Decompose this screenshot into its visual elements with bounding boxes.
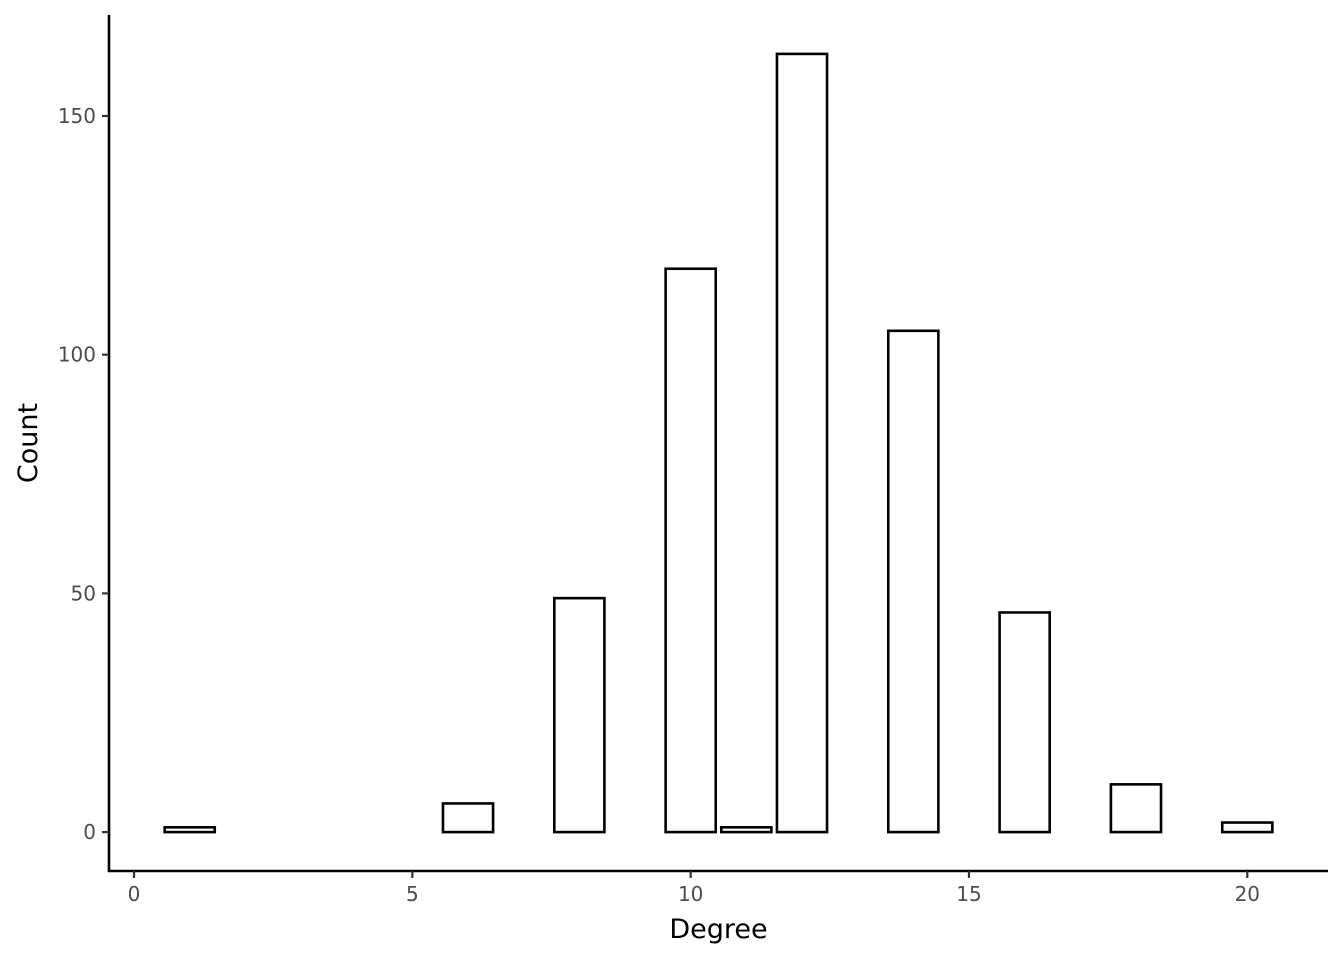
y-tick-label: 0 xyxy=(83,820,96,844)
histogram-bar xyxy=(552,596,606,834)
y-tick-label: 50 xyxy=(71,581,96,605)
x-axis-ticks: 0 5 10 15 20 xyxy=(128,871,1260,906)
histogram-bar xyxy=(1109,783,1163,834)
histogram-bar xyxy=(775,52,829,834)
y-axis-title: Count xyxy=(13,403,44,483)
histogram-bar xyxy=(998,611,1051,834)
histogram-bar xyxy=(441,802,495,834)
histogram-bar xyxy=(163,826,217,834)
y-tick-label: 100 xyxy=(58,343,96,367)
y-tick-label: 150 xyxy=(58,104,96,128)
histogram-bar xyxy=(1220,821,1274,834)
x-axis-title: Degree xyxy=(669,914,767,945)
x-tick-label: 0 xyxy=(128,882,141,906)
x-tick-label: 5 xyxy=(406,882,419,906)
histogram-bar xyxy=(719,826,773,834)
histogram-bar xyxy=(886,329,940,834)
histogram-bar xyxy=(664,267,718,834)
x-tick-label: 20 xyxy=(1235,882,1260,906)
x-tick-label: 15 xyxy=(956,882,981,906)
y-axis-ticks: 0 50 100 150 xyxy=(58,104,109,844)
bars-group xyxy=(163,52,1274,834)
x-tick-label: 10 xyxy=(678,882,703,906)
